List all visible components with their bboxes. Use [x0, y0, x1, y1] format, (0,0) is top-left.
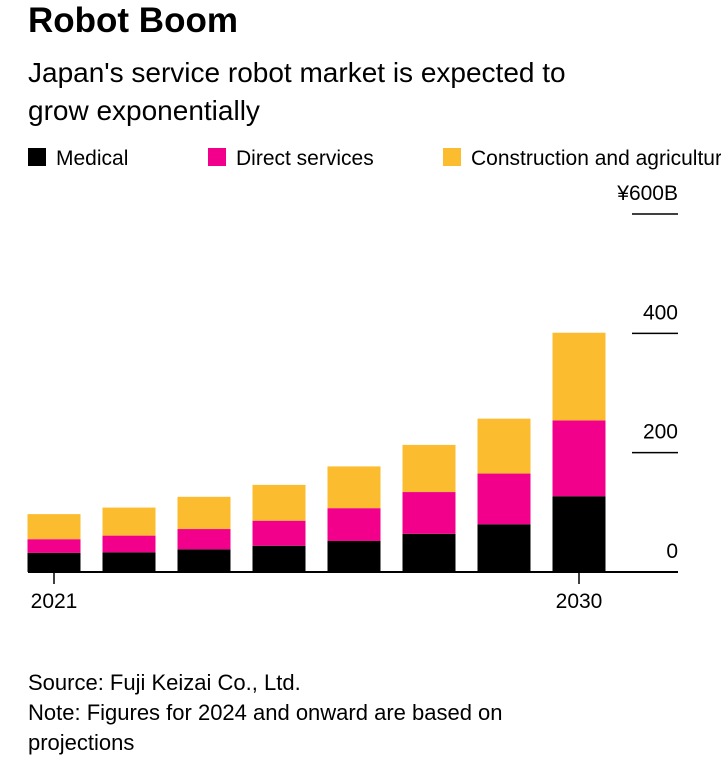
bar-segment [252, 520, 306, 546]
legend-label: Medical [56, 147, 128, 170]
bar-segment [177, 529, 231, 550]
bar-segment [477, 524, 531, 572]
y-tick-label: ¥600B [616, 182, 678, 205]
legend-label: Direct services [236, 147, 374, 170]
bar-segment [327, 540, 381, 572]
bar-segment [27, 539, 81, 553]
legend-swatch [28, 148, 46, 166]
bar-segment [477, 473, 531, 525]
chart-subtitle: Japan's service robot market is expected… [28, 57, 566, 88]
legend-swatch [208, 148, 226, 166]
chart-subtitle: grow exponentially [28, 95, 260, 126]
bar-segment [177, 549, 231, 572]
bar-segment [27, 552, 81, 572]
bar-segment [552, 332, 606, 421]
bar-segment [27, 514, 81, 540]
bar-segment [552, 496, 606, 572]
bar-segment [177, 496, 231, 530]
bar-segment [102, 552, 156, 572]
bar-segment [477, 418, 531, 474]
legend-label: Construction and agriculture [471, 147, 721, 170]
bar-segment [252, 545, 306, 572]
bar-segment [102, 507, 156, 536]
bar-segment [552, 420, 606, 497]
y-tick-label: 400 [643, 301, 678, 324]
bar-segment [402, 444, 456, 493]
note: projections [28, 730, 134, 755]
bar-segment [102, 535, 156, 553]
legend-swatch [443, 148, 461, 166]
bar-segment [402, 492, 456, 534]
chart-title: Robot Boom [28, 1, 238, 40]
note: Note: Figures for 2024 and onward are ba… [28, 700, 503, 725]
bar-segment [402, 533, 456, 572]
source-note: Source: Fuji Keizai Co., Ltd. [28, 670, 301, 695]
bar-segment [327, 466, 381, 509]
bar-segment [252, 484, 306, 521]
x-tick-label: 2021 [31, 590, 78, 613]
y-tick-label: 200 [643, 421, 678, 444]
bar-segment [327, 508, 381, 541]
y-tick-label: 0 [666, 540, 678, 563]
x-tick-label: 2030 [556, 590, 603, 613]
